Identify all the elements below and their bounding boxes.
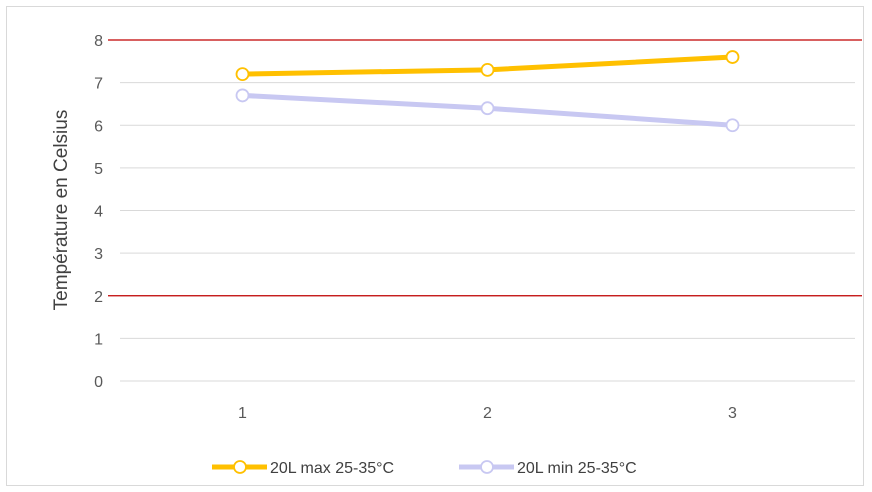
data-point	[480, 101, 495, 116]
y-tick-label: 3	[94, 246, 103, 263]
legend-label: 20L min 25-35°C	[517, 460, 637, 477]
y-tick-label: 4	[94, 204, 103, 221]
x-tick-label: 3	[728, 405, 737, 422]
y-axis-title: Température en Celsius	[51, 110, 72, 311]
data-point	[725, 50, 740, 64]
x-tick-label: 1	[238, 405, 247, 422]
legend-marker	[480, 460, 494, 474]
legend-label: 20L max 25-35°C	[270, 460, 394, 477]
data-point	[235, 67, 250, 81]
data-point	[235, 88, 250, 103]
y-tick-label: 2	[94, 289, 103, 306]
y-tick-label: 7	[94, 76, 103, 93]
x-tick-label: 2	[483, 405, 492, 422]
y-tick-label: 0	[94, 374, 103, 391]
chart-area	[6, 6, 864, 486]
data-point	[480, 62, 495, 77]
y-tick-label: 8	[94, 33, 103, 50]
data-point	[725, 118, 740, 133]
y-tick-label: 5	[94, 161, 103, 178]
y-tick-label: 1	[94, 331, 103, 348]
legend-marker	[233, 460, 247, 474]
y-tick-label: 6	[94, 118, 103, 135]
